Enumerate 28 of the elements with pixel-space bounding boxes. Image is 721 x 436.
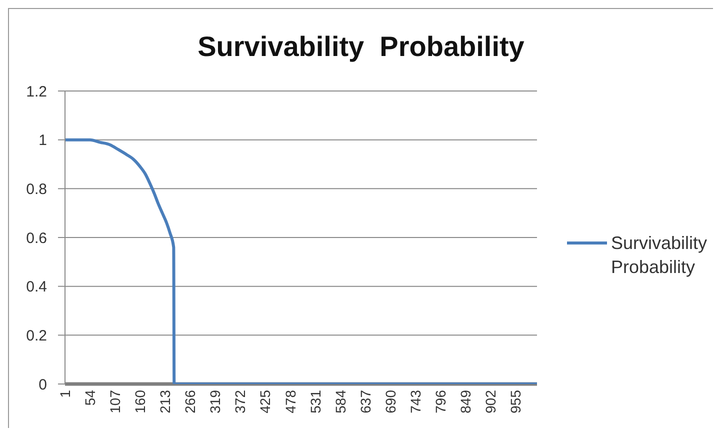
x-tick-label: 160 [132,390,148,414]
x-tick-label: 213 [157,390,174,414]
x-tick-label: 319 [207,390,224,414]
y-tick-label: 1.2 [26,83,47,100]
chart-title: Survivability Probability [196,31,526,63]
y-tick-label: 0 [38,376,47,394]
x-tick-label: 849 [458,390,474,414]
y-tick-label: 0.2 [26,327,47,344]
x-tick-label: 266 [182,390,198,414]
x-tick-label: 955 [508,390,524,414]
legend-label: Survivability Probability [611,232,708,278]
x-tick-label: 425 [257,390,274,414]
y-tick-label: 1 [38,132,47,150]
x-tick-label: 372 [232,390,248,414]
x-tick-label: 531 [307,390,324,414]
x-tick-label: 743 [407,390,424,414]
x-tick-label: 107 [106,390,123,414]
y-tick-label: 0.4 [26,278,47,296]
x-tick-label: 1 [56,390,73,398]
x-tick-label: 637 [357,390,374,414]
x-tick-label: 54 [82,390,98,406]
x-tick-label: 690 [382,390,398,414]
y-tick-label: 0.8 [26,180,47,198]
y-tick-label: 0.6 [26,230,47,247]
x-tick-label: 584 [332,390,348,414]
x-tick-label: 478 [282,390,298,414]
x-tick-label: 902 [482,390,499,414]
x-tick-label: 796 [432,390,449,414]
